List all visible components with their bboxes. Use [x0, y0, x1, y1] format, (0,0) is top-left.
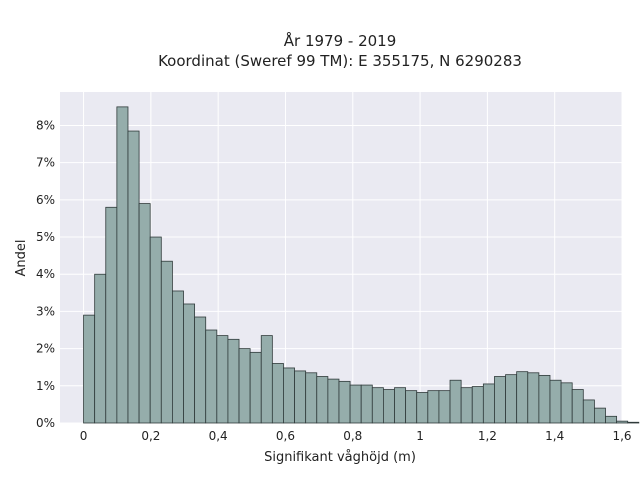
histogram-bar [160, 260, 173, 424]
histogram-bar [405, 390, 418, 424]
histogram-bar [83, 314, 96, 424]
histogram-bar [582, 399, 595, 424]
histogram-bar [482, 383, 495, 424]
histogram-bar [127, 130, 140, 424]
y-tick-label: 7% [36, 156, 55, 170]
histogram-bar [394, 387, 407, 424]
histogram-bar [238, 348, 251, 424]
histogram-bar [449, 379, 462, 424]
x-tick-label: 0,8 [343, 429, 362, 443]
histogram-bar [227, 338, 240, 424]
y-axis-ticks: 0% 1% 2% 3% 4% 5% 6% 7% 8% [36, 118, 55, 430]
histogram-bar [605, 415, 618, 424]
x-tick-label: 1,2 [478, 429, 497, 443]
histogram-bar [316, 376, 329, 424]
histogram-bar [205, 329, 218, 424]
histogram-bar [260, 335, 273, 424]
y-tick-label: 1% [36, 379, 55, 393]
histogram-bar [571, 389, 584, 424]
y-tick-label: 3% [36, 304, 55, 318]
x-tick-label: 1,6 [612, 429, 631, 443]
chart-title-line-2: Koordinat (Sweref 99 TM): E 355175, N 62… [158, 52, 522, 70]
histogram-bar [305, 372, 318, 424]
x-tick-label: 0,2 [141, 429, 160, 443]
x-tick-label: 0,4 [209, 429, 228, 443]
y-tick-label: 6% [36, 193, 55, 207]
histogram-bar [538, 374, 551, 424]
histogram-bar [616, 420, 629, 424]
histogram-bar [216, 335, 229, 424]
histogram-bar [371, 387, 384, 424]
y-tick-label: 0% [36, 416, 55, 430]
histogram-bar [360, 384, 373, 424]
histogram-bar [138, 203, 151, 424]
histogram-bars [83, 106, 640, 424]
histogram-bar [516, 371, 529, 424]
histogram-bar [194, 316, 207, 424]
histogram-bar [149, 236, 162, 424]
histogram-bar [283, 367, 295, 424]
histogram-bar [327, 378, 340, 424]
histogram-bar [116, 106, 129, 424]
histogram-bar [416, 392, 429, 424]
x-axis-label: Signifikant våghöjd (m) [264, 450, 416, 465]
histogram-bar [560, 382, 573, 424]
y-tick-label: 2% [36, 342, 55, 356]
x-tick-label: 1,4 [545, 429, 564, 443]
histogram-bar [438, 390, 451, 424]
x-tick-label: 0,6 [276, 429, 295, 443]
chart-title-line-1: År 1979 - 2019 [284, 31, 397, 50]
histogram-bar [349, 384, 362, 424]
histogram-bar [594, 407, 606, 424]
histogram-bar [171, 290, 184, 424]
histogram-bar [105, 206, 118, 424]
histogram-bar [94, 273, 107, 424]
y-tick-label: 4% [36, 267, 55, 281]
histogram-bar [338, 380, 351, 424]
histogram-bar [471, 386, 484, 424]
y-tick-label: 5% [36, 230, 55, 244]
y-tick-label: 8% [36, 118, 55, 132]
histogram-bar [294, 370, 307, 424]
y-axis-label: Andel [14, 240, 29, 277]
x-tick-label: 1 [416, 429, 424, 443]
histogram-bar [549, 379, 562, 424]
histogram-bar [627, 421, 640, 424]
histogram-bar [494, 376, 506, 424]
x-axis-ticks: 0 0,2 0,4 0,6 0,8 1 1,2 1,4 1,6 [80, 429, 632, 443]
histogram-bar [383, 389, 395, 424]
histogram-bar [505, 374, 518, 424]
histogram-bar [527, 372, 540, 424]
histogram-bar [271, 363, 284, 424]
x-tick-label: 0 [80, 429, 88, 443]
histogram-bar [183, 303, 196, 424]
histogram-bar [249, 351, 262, 424]
histogram-bar [460, 387, 473, 424]
histogram-bar [427, 390, 440, 424]
